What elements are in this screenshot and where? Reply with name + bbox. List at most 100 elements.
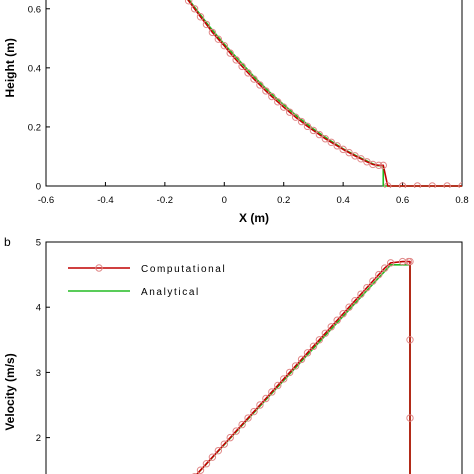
panel-a-x-tick-label: 0.2 — [277, 195, 290, 206]
panel-a-x-tick-label: -0.2 — [157, 195, 173, 206]
panel-b-ticks: 2 3 4 5 — [36, 238, 50, 444]
panel-b-computational-point — [333, 316, 341, 324]
panel-b-series-analytical — [196, 264, 411, 474]
panel-b-computational-line — [195, 260, 411, 474]
panel-a-computational-point — [351, 152, 359, 160]
panel-a-computational-line — [187, 0, 462, 187]
panel-b-plot-frame — [45, 241, 463, 474]
panel-a-computational-point — [280, 103, 288, 111]
panel-a: Height (m) X (m) -0.6 -0.4 -0.2 0 0.2 0.4 0.6 0… — [3, 0, 469, 225]
panel-a-ticks: -0.6 -0.4 -0.2 0 0.2 0.4 0.6 0.8 0 0.2 0.4 0.6 — [28, 4, 469, 206]
panel-b-label: b — [4, 235, 11, 249]
panel-b-computational-point — [250, 407, 258, 416]
panel-a-computational-point — [303, 122, 312, 131]
panel-b-computational-point — [232, 427, 240, 435]
panel-a-computational-point — [285, 108, 294, 116]
panel-a-x-axis-label: X (m) — [239, 211, 269, 225]
panel-a-computational-point — [379, 161, 387, 170]
panel-a-computational-point — [321, 135, 330, 143]
panel-a-y-tick-label: 0.6 — [28, 4, 41, 15]
panel-a-computational-point — [375, 161, 383, 170]
panel-a-computational-point — [256, 81, 264, 89]
panel-b-computational-point — [315, 336, 324, 344]
panel-a-series-computational — [184, 0, 462, 188]
panel-b-computational-point — [285, 368, 294, 377]
panel-a-y-tick-label: 0.4 — [28, 63, 41, 74]
panel-b-computational-point — [220, 440, 228, 448]
panel-b-computational-point — [303, 349, 312, 357]
panel-a-computational-point — [398, 182, 407, 188]
panel-a-analytical-line — [188, 0, 462, 187]
panel-a-computational-point — [357, 155, 365, 163]
panel-b-y-tick-label: 3 — [36, 368, 41, 379]
panel-a-computational-point — [226, 49, 234, 57]
panel-a-computational-point — [309, 126, 318, 135]
panel-b-computational-point — [214, 446, 223, 455]
panel-a-y-tick-label: 0.2 — [28, 122, 41, 133]
panel-a-y-axis-label: Height (m) — [3, 38, 17, 97]
panel-b-computational-point — [268, 388, 276, 396]
panel-b-computational-point — [327, 323, 335, 331]
panel-b-computational-point — [202, 460, 211, 468]
panel-a-computational-point — [196, 13, 205, 21]
panel-b-analytical-line — [196, 264, 411, 474]
panel-a-computational-point — [345, 148, 353, 157]
panel-a-x-tick-label: 0.4 — [337, 195, 350, 206]
panel-b-series — [192, 257, 414, 474]
panel-b-y-tick-label: 5 — [36, 238, 41, 249]
panel-a-computational-point — [190, 5, 199, 13]
panel-a-computational-point — [274, 98, 282, 106]
panel-b-computational-point — [339, 310, 347, 318]
panel-a-computational-point — [244, 69, 252, 77]
panel-a-computational-point — [238, 62, 246, 71]
panel-b-computational-point — [369, 277, 377, 285]
legend-computational-label: Computational — [141, 264, 226, 275]
panel-a-y-tick-label: 0 — [36, 182, 41, 193]
panel-a-x-tick-label: 0.8 — [455, 195, 468, 206]
panel-b-computational-point — [375, 270, 383, 279]
panel-b-y-axis-label: Velocity (m/s) — [3, 353, 17, 430]
panel-b-computational-point — [351, 296, 359, 305]
panel-a-computational-point — [428, 182, 436, 188]
panel-b-computational-point — [226, 433, 234, 442]
panel-a-plot-frame — [45, 0, 463, 187]
panel-b-computational-point — [280, 375, 288, 383]
panel-a-computational-point — [384, 182, 392, 188]
panel-b-computational-point — [357, 290, 365, 298]
panel-a-x-tick-label: 0.6 — [396, 195, 409, 206]
panel-b-computational-point — [244, 414, 252, 422]
panel-a-x-tick-label: -0.6 — [38, 195, 54, 206]
panel-b-y-tick-label: 2 — [36, 433, 41, 444]
panel-b-computational-point — [309, 342, 318, 351]
legend-analytical-label: Analytical — [141, 287, 200, 298]
panel-a-x-tick-label: 0 — [222, 195, 227, 206]
panel-b-computational-point — [406, 336, 414, 344]
panel-a-series-analytical — [188, 0, 462, 187]
panel-a-series — [184, 0, 462, 188]
panel-a-computational-point — [250, 75, 258, 83]
panel-b-y-tick-label: 4 — [36, 303, 41, 314]
panel-b-legend: Computational Analytical — [68, 264, 226, 298]
panel-a-computational-point — [315, 130, 324, 139]
panel-a-computational-point — [220, 41, 228, 50]
panel-b-computational-point — [256, 401, 264, 409]
legend-computational-marker — [95, 264, 103, 272]
panel-b-computational-point — [238, 420, 246, 429]
panel-b-computational-point — [291, 362, 300, 370]
panel-a-computational-point — [184, 0, 193, 5]
panel-a-x-tick-label: -0.4 — [97, 195, 113, 206]
panel-b-computational-point — [208, 453, 217, 461]
panel-a-computational-point — [291, 113, 300, 121]
panel-b-computational-point — [196, 466, 205, 474]
panel-b-computational-point — [386, 259, 395, 267]
panel-b: b Velocity (m/s) 2 3 4 5 Computational Analy… — [3, 235, 463, 474]
panel-a-computational-point — [458, 182, 462, 188]
panel-b-computational-point — [297, 355, 306, 364]
panel-a-computational-point — [413, 182, 422, 188]
panel-b-computational-point — [345, 303, 353, 311]
panel-a-computational-point — [262, 87, 270, 95]
panel-b-computational-point — [262, 394, 270, 403]
panel-a-computational-point — [214, 35, 223, 43]
panel-b-series-computational — [192, 257, 414, 474]
